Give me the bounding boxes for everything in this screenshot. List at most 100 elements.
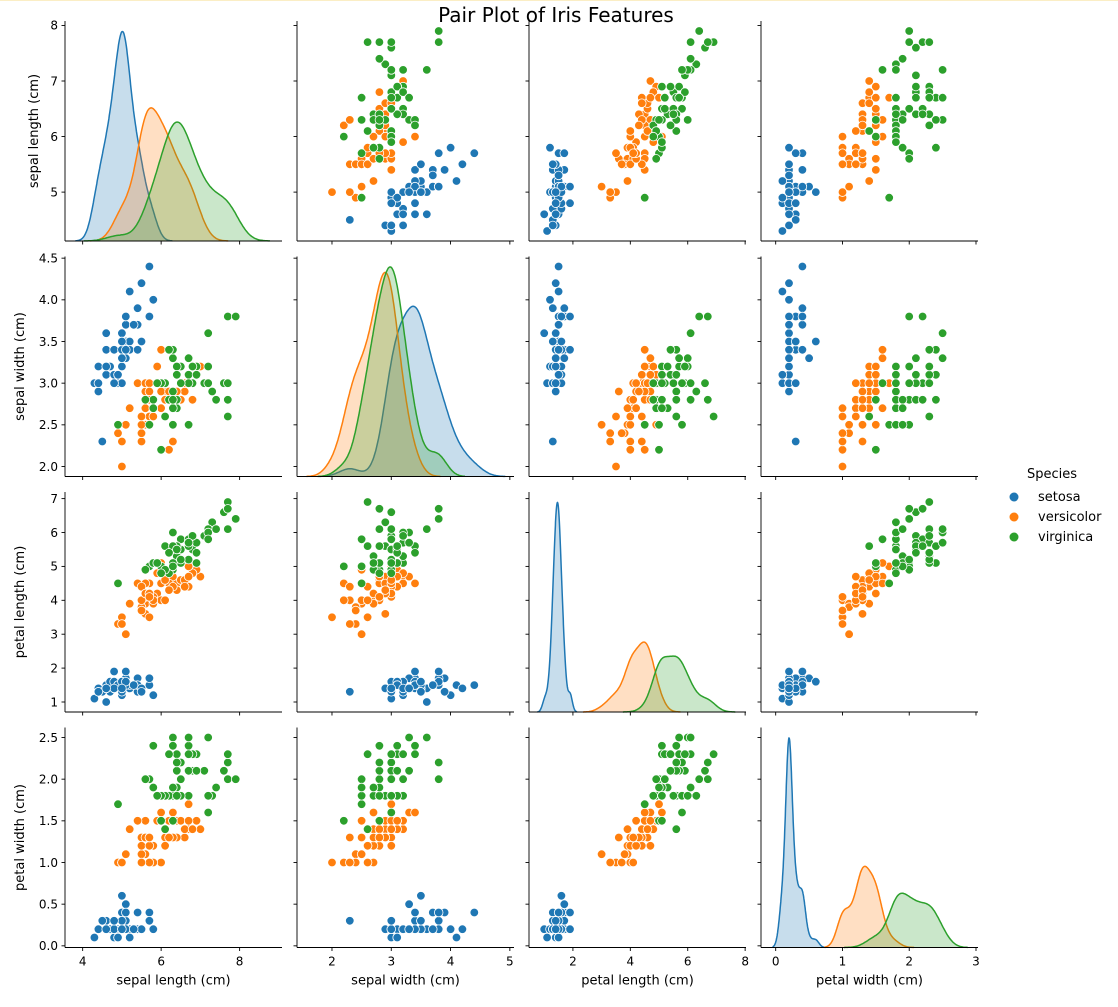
point-virginica [176,554,186,565]
point-virginica [191,766,202,776]
point-versicolor [374,87,385,97]
panel-petal-width-cm-vs-petal-length-cm: 2 4 6 8 petal length (cm) [525,727,749,989]
kde-fill-versicolor [90,107,229,242]
point-versicolor [844,420,854,430]
point-virginica [374,766,385,776]
point-virginica [223,504,233,514]
point-virginica [374,791,385,801]
point-virginica [203,807,213,818]
point-setosa [551,916,561,926]
point-virginica [703,757,713,768]
point-virginica [362,126,373,136]
point-versicolor [864,87,874,97]
point-versicolor [645,816,656,826]
point-virginica [864,541,874,551]
point-versicolor [168,807,178,818]
point-virginica [671,824,682,834]
point-virginica [657,137,667,147]
point-virginica [660,104,670,114]
point-virginica [708,411,719,422]
panel-sepal-width-cm-vs-petal-length-cm [525,256,746,480]
point-setosa [117,336,127,347]
point-virginica [183,353,194,363]
point-setosa [113,932,123,943]
point-virginica [671,370,682,380]
point-virginica [183,370,194,380]
point-versicolor [864,98,874,108]
point-virginica [657,816,667,826]
point-setosa [784,187,794,197]
point-setosa [556,181,567,192]
chart-title: Pair Plot of Iris Features [438,3,674,27]
x-tick-label: 6 [684,955,692,969]
point-virginica [168,386,178,397]
point-virginica [386,807,397,818]
point-setosa [416,916,426,926]
kde-fill-versicolor [583,642,681,712]
point-virginica [937,328,948,338]
point-setosa [784,278,794,288]
point-virginica [374,816,385,826]
point-virginica [223,774,233,784]
y-tick-label: 2.0 [39,460,58,474]
point-virginica [877,534,888,545]
point-versicolor [642,824,653,834]
point-virginica [937,65,948,75]
point-setosa [398,209,408,220]
point-virginica [904,361,914,372]
point-virginica [223,311,233,322]
point-virginica [362,749,373,759]
point-setosa [457,924,468,934]
point-virginica [877,378,888,388]
point-virginica [674,353,684,363]
point-virginica [924,411,935,422]
point-setosa [93,378,104,388]
point-virginica [700,766,710,776]
point-virginica [380,517,391,528]
x-tick-label: 8 [741,955,749,969]
point-virginica [685,782,696,793]
point-virginica [665,120,676,131]
point-versicolor [356,832,367,843]
y-tick-label: 6 [50,130,58,144]
point-setosa [548,336,558,347]
point-virginica [392,766,402,776]
point-virginica [871,115,881,125]
point-virginica [924,37,935,47]
point-setosa [469,148,480,158]
point-virginica [891,544,901,555]
point-setosa [144,907,155,918]
point-virginica [911,70,921,81]
point-setosa [551,278,561,288]
point-versicolor [877,353,888,363]
panel-sepal-width-cm-vs-sepal-width-cm [293,256,514,480]
point-versicolor [628,148,638,158]
point-virginica [386,104,397,114]
point-virginica [172,544,182,555]
point-versicolor [648,361,659,372]
point-setosa [551,924,561,934]
point-setosa [109,345,119,355]
legend-label-setosa: setosa [1038,490,1081,505]
x-tick-label: 3 [387,955,395,969]
point-virginica [891,378,901,388]
point-virginica [183,378,194,388]
x-tick-label: 4 [79,955,87,969]
point-virginica [410,749,420,759]
point-virginica [230,311,241,322]
point-versicolor [117,619,127,629]
panel-sepal-length-cm-vs-sepal-length-cm: 5 6 7 8 sepal length (cm) [27,19,282,245]
point-setosa [445,924,456,934]
point-setosa [434,148,444,158]
point-versicolor [136,841,147,851]
point-setosa [117,353,127,363]
point-versicolor [121,420,131,430]
point-virginica [871,558,881,568]
point-versicolor [345,115,355,125]
point-virginica [219,766,229,776]
point-virginica [223,749,233,759]
point-setosa [128,320,139,330]
point-setosa [93,386,104,397]
point-setosa [345,215,355,225]
